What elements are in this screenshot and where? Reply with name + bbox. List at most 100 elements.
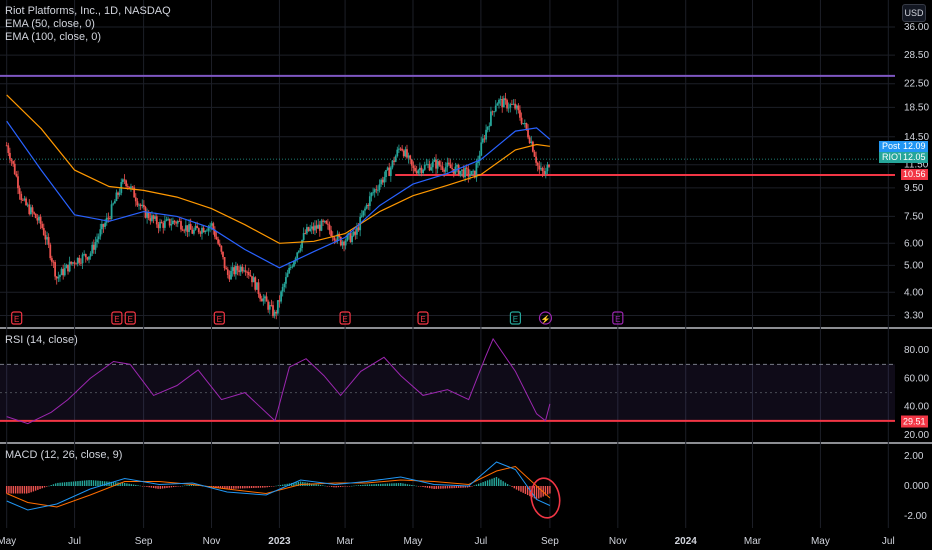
price-tag-value: 10.56 xyxy=(903,169,926,179)
candle-body xyxy=(536,162,539,166)
macd-histogram-bar xyxy=(168,486,170,488)
macd-histogram-bar xyxy=(90,480,92,486)
candle-body xyxy=(163,220,166,228)
candle-body xyxy=(26,204,29,206)
candle-body xyxy=(29,207,32,215)
macd-histogram-bar xyxy=(538,486,540,499)
candle-body xyxy=(165,219,168,221)
macd-histogram-bar xyxy=(520,486,522,492)
candle-body xyxy=(201,227,203,234)
macd-signal-line xyxy=(6,465,551,508)
candle-body xyxy=(523,122,526,124)
macd-histogram-bar xyxy=(215,486,217,488)
macd-histogram-bar xyxy=(21,486,23,494)
macd-histogram-bar xyxy=(480,482,482,486)
rsi-tick-label: 80.00 xyxy=(904,345,929,356)
candle-body xyxy=(134,197,137,202)
candle-body xyxy=(80,262,82,264)
macd-histogram-bar xyxy=(286,483,288,486)
price-tick-label: 6.00 xyxy=(904,238,924,249)
candle-body xyxy=(481,138,484,143)
candle-body xyxy=(393,160,395,162)
price-tag-value-bg xyxy=(901,152,928,163)
candle-body xyxy=(422,169,425,173)
candle-body xyxy=(488,125,491,127)
rsi-value-label: 29.51 xyxy=(903,417,926,427)
candle-body xyxy=(462,169,465,178)
macd-histogram-bar xyxy=(397,483,400,486)
candle-body xyxy=(373,189,376,193)
price-tick-label: 11.50 xyxy=(904,160,929,171)
candle-body xyxy=(254,277,257,290)
macd-histogram-bar xyxy=(192,484,195,486)
macd-histogram-bar xyxy=(23,486,26,494)
candle-body xyxy=(490,111,492,126)
candle-body xyxy=(52,261,55,263)
candle-body xyxy=(525,122,528,130)
candle-body xyxy=(431,161,434,168)
candle-body xyxy=(152,215,155,219)
macd-histogram-bar xyxy=(164,486,166,489)
macd-histogram-bar xyxy=(95,480,97,486)
earnings-marker xyxy=(213,311,225,325)
candle-body xyxy=(449,164,452,169)
macd-histogram-bar xyxy=(395,483,397,486)
macd-histogram-bar xyxy=(348,486,351,487)
macd-histogram-bar xyxy=(359,485,362,486)
candle-body xyxy=(204,230,207,233)
macd-histogram-bar xyxy=(123,483,126,486)
price-tick-label: 18.50 xyxy=(904,102,929,113)
macd-line xyxy=(6,461,551,511)
candle-body xyxy=(178,221,181,222)
macd-histogram-bar xyxy=(70,481,72,486)
candle-body xyxy=(356,227,358,235)
price-tick-label: 9.50 xyxy=(904,183,924,194)
macd-histogram-bar xyxy=(264,486,266,488)
macd-histogram-bar xyxy=(152,486,155,489)
candle-body xyxy=(322,220,324,222)
macd-histogram-bar xyxy=(54,483,57,486)
x-tick-label: Nov xyxy=(203,536,221,547)
macd-histogram-bar xyxy=(471,486,473,487)
candle-body xyxy=(207,226,210,231)
earnings-marker xyxy=(612,311,624,325)
macd-histogram-bar xyxy=(130,484,133,486)
candle-body xyxy=(465,167,468,169)
candle-body xyxy=(357,227,360,231)
macd-histogram-bar xyxy=(477,483,480,486)
event-marker-label: E xyxy=(114,315,119,324)
candle-body xyxy=(23,198,26,201)
candle-body xyxy=(99,229,102,237)
candle-body xyxy=(491,111,494,113)
candle-body xyxy=(444,167,447,172)
macd-histogram-bar xyxy=(373,484,375,486)
candle-body xyxy=(241,266,244,272)
macd-histogram-bar xyxy=(155,486,157,489)
event-marker-label: ⚡ xyxy=(540,314,550,324)
macd-histogram-bar xyxy=(241,486,244,489)
macd-histogram-bar xyxy=(39,486,41,490)
candle-body xyxy=(125,180,128,187)
ema50-line xyxy=(6,120,551,269)
candle-body xyxy=(189,224,192,230)
candle-body xyxy=(146,212,149,218)
candle-body xyxy=(285,277,287,284)
candle-body xyxy=(209,225,211,227)
candle-body xyxy=(220,245,223,252)
candle-body xyxy=(273,311,276,317)
candle-body xyxy=(128,186,131,189)
macd-histogram-bar xyxy=(431,486,433,489)
candle-body xyxy=(18,188,21,194)
macd-histogram-bar xyxy=(319,484,322,486)
macd-histogram-bar xyxy=(26,486,28,494)
candle-body xyxy=(293,261,295,267)
macd-histogram-bar xyxy=(506,484,509,486)
candle-body xyxy=(328,224,331,231)
macd-histogram-bar xyxy=(493,477,495,486)
macd-histogram-bar xyxy=(128,483,130,486)
currency-button[interactable]: USD xyxy=(902,4,926,22)
candle-body xyxy=(528,137,531,144)
candle-body xyxy=(5,145,8,147)
candle-body xyxy=(231,267,234,271)
